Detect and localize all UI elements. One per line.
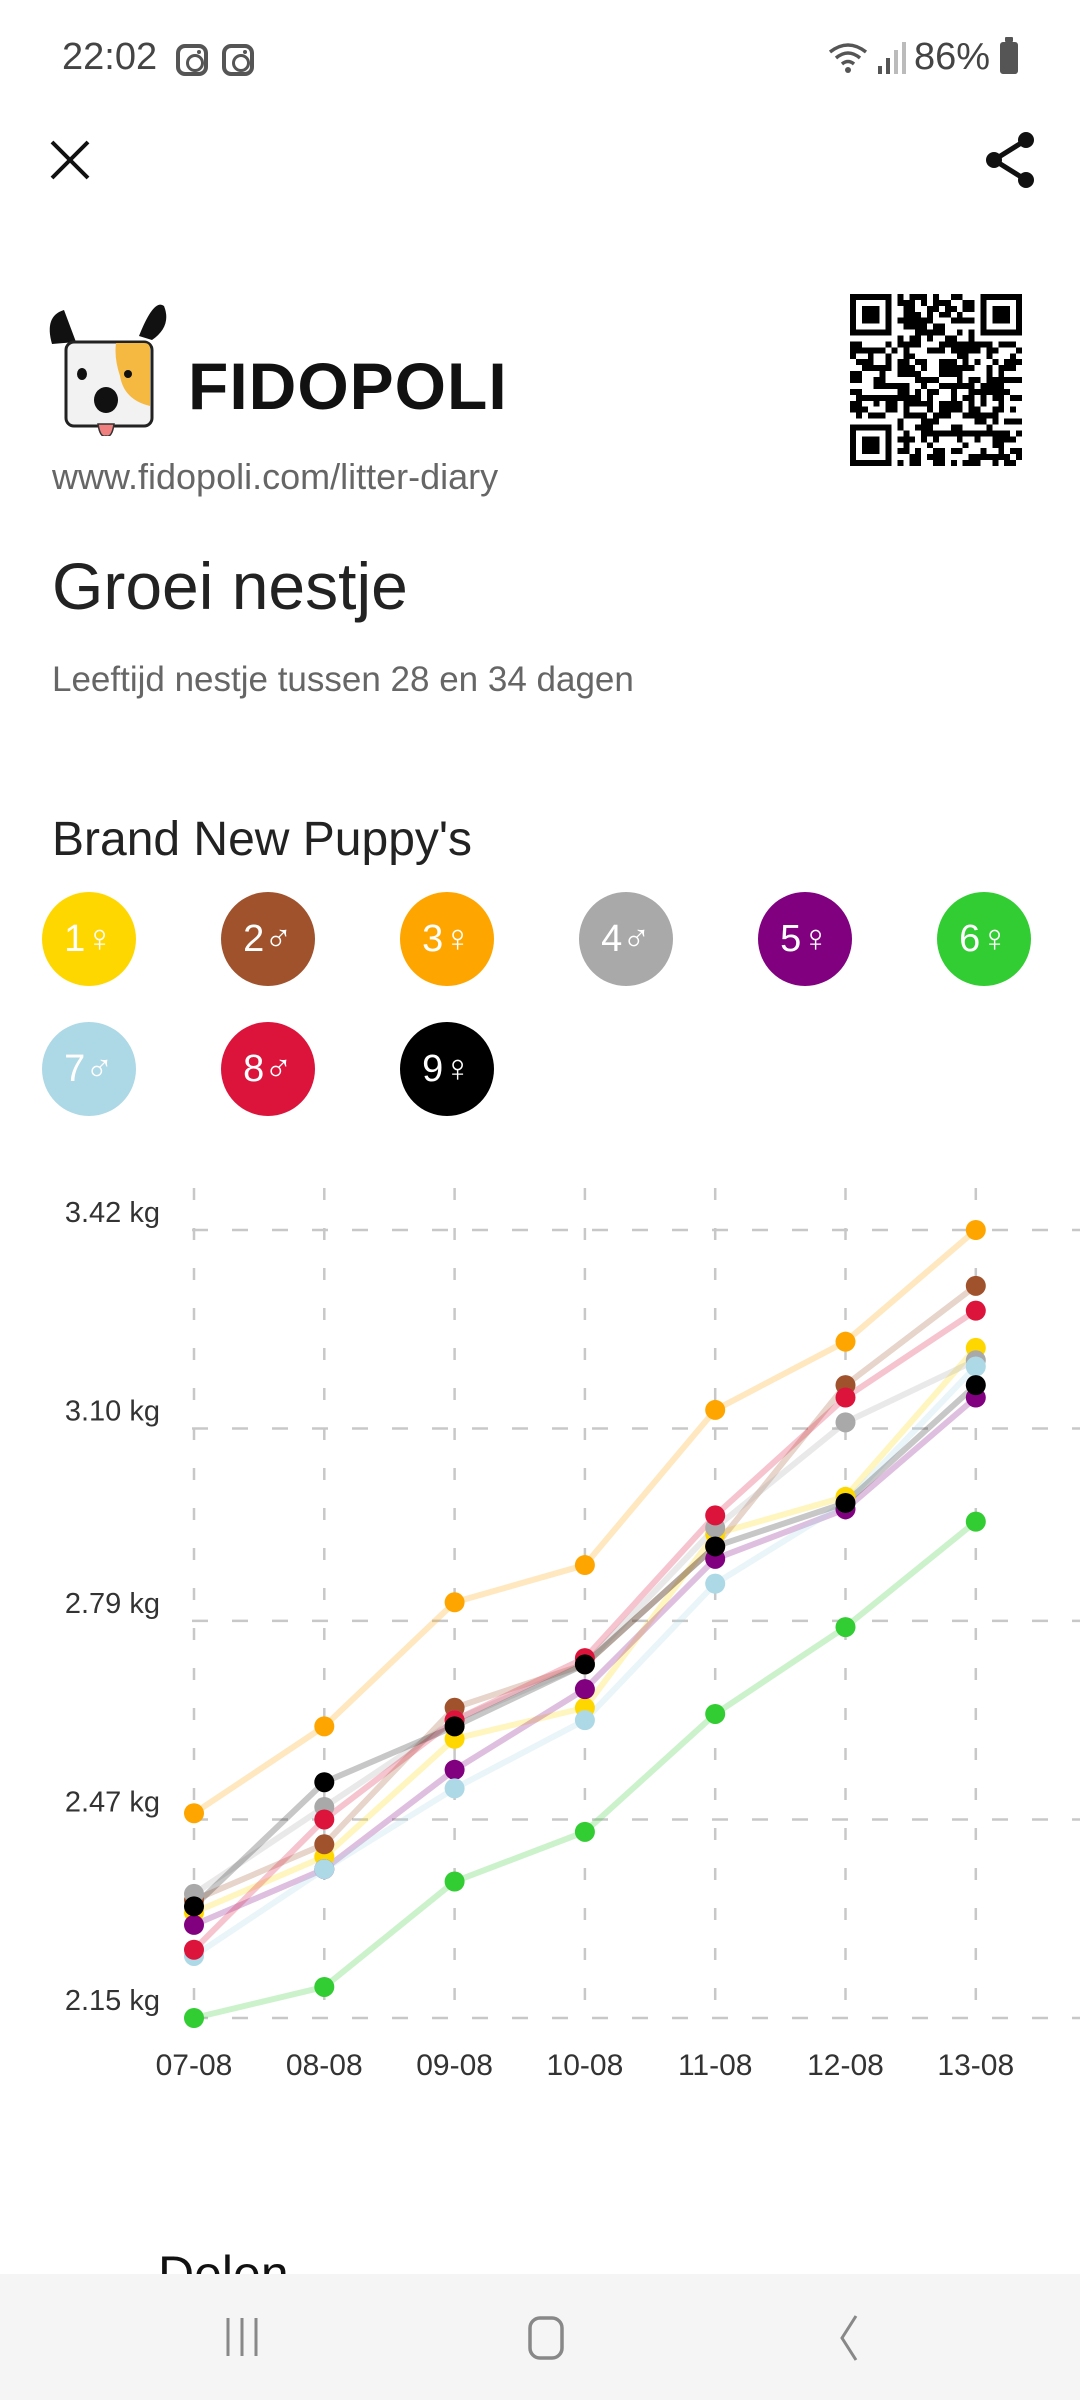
data-point-5-10-08 [574,1679,595,1700]
data-point-8-07-08 [184,1939,204,1960]
data-point-8-12-08 [835,1387,856,1408]
close-icon [50,140,90,180]
data-point-6-11-08 [705,1703,726,1724]
data-point-6-08-08 [314,1976,335,1997]
system-nav-bar [0,2274,1080,2400]
x-tick-label: 13-08 [937,2049,1014,2082]
puppy-badge-3[interactable]: 3♀ [400,892,494,986]
share-icon [986,132,1034,188]
x-tick-label: 08-08 [286,2049,363,2082]
grid [192,1188,1080,2024]
data-point-4-12-08 [835,1412,856,1433]
puppy-badge-7[interactable]: 7♂ [42,1022,136,1116]
data-point-9-10-08 [574,1654,595,1675]
data-point-8-08-08 [314,1809,335,1830]
puppy-badge-4[interactable]: 4♂ [579,892,673,986]
data-point-2-08-08 [314,1834,335,1855]
data-point-3-13-08 [965,1220,986,1240]
x-axis-labels: 07-08 08-08 09-08 10-08 11-08 12-08 13-08 [156,2049,1015,2082]
weight-chart-svg: 3.42 kg 3.10 kg 2.79 kg 2.47 kg 2.15 kg 07-0… [65,1188,1080,2082]
data-point-3-11-08 [705,1399,726,1420]
data-point-3-09-08 [444,1592,465,1613]
brand-name: FIDOPOLI [188,349,508,423]
data-point-7-08-08 [314,1859,335,1880]
series-line-4 [192,1357,978,1897]
y-tick-label: 2.47 kg [65,1786,160,1818]
close-button[interactable] [40,130,100,190]
x-tick-label: 12-08 [807,2049,884,2082]
recents-icon [226,2318,258,2356]
status-bar: 22:02 86% [0,0,1080,120]
data-point-9-13-08 [965,1375,986,1396]
back-button[interactable] [806,2302,886,2372]
data-point-9-12-08 [835,1493,856,1514]
page-subtitle: Leeftijd nestje tussen 28 en 34 dagen [52,660,634,699]
y-tick-label: 3.10 kg [65,1396,160,1428]
fidopoli-logo [49,304,167,436]
x-tick-label: 07-08 [156,2049,233,2082]
data-point-6-13-08 [965,1511,986,1532]
x-tick-label: 09-08 [416,2049,493,2082]
signal-icon [877,41,906,74]
data-point-7-13-08 [965,1356,986,1377]
data-point-5-07-08 [184,1914,204,1935]
status-indicators: 86% [828,36,1018,79]
weight-chart: 3.42 kg 3.10 kg 2.79 kg 2.47 kg 2.15 kg 07-0… [0,1170,1080,2110]
page-title: Groei nestje [52,549,408,623]
battery-percent: 86% [913,36,990,78]
data-point-3-12-08 [835,1331,856,1352]
instagram-icon [176,44,208,76]
data-point-7-11-08 [705,1573,726,1594]
data-point-7-10-08 [574,1710,595,1731]
series-points [184,1220,986,2028]
puppy-badge-1[interactable]: 1♀ [42,892,136,986]
data-point-6-09-08 [444,1871,465,1892]
data-point-9-11-08 [705,1536,726,1557]
puppy-badge-6[interactable]: 6♀ [937,892,1031,986]
x-tick-label: 11-08 [678,2049,753,2082]
status-time: 22:02 [62,36,158,78]
puppy-badge-5[interactable]: 5♀ [758,892,852,986]
qr-code [850,294,1022,466]
brand-url[interactable]: www.fidopoli.com/litter-diary [52,456,499,497]
home-icon [528,2316,564,2360]
data-point-9-07-08 [184,1896,204,1917]
litter-name: Brand New Puppy's [52,813,473,866]
data-point-6-10-08 [574,1821,595,1842]
instagram-icon [222,44,254,76]
puppy-badge-9[interactable]: 9♀ [400,1022,494,1116]
data-point-9-08-08 [314,1772,335,1793]
share-button[interactable] [980,130,1040,190]
data-point-6-07-08 [184,2008,204,2028]
data-point-8-13-08 [965,1300,986,1321]
wifi-icon [828,42,868,73]
home-button[interactable] [504,2302,584,2372]
y-tick-label: 2.15 kg [65,1985,160,2017]
puppy-badge-2[interactable]: 2♂ [221,892,315,986]
recents-button[interactable] [202,2302,282,2372]
data-point-3-10-08 [574,1555,595,1576]
y-tick-label: 3.42 kg [65,1197,160,1229]
puppy-badge-8[interactable]: 8♂ [221,1022,315,1116]
back-icon [840,2315,858,2361]
data-point-3-07-08 [184,1803,204,1824]
battery-icon [1000,36,1018,74]
y-tick-label: 2.79 kg [65,1588,160,1620]
y-axis-labels: 3.42 kg 3.10 kg 2.79 kg 2.47 kg 2.15 kg [65,1197,160,2017]
x-tick-label: 10-08 [547,2049,624,2082]
data-point-2-13-08 [965,1275,986,1296]
data-point-6-12-08 [835,1617,856,1638]
data-point-3-08-08 [314,1716,335,1737]
data-point-5-09-08 [444,1759,465,1780]
data-point-8-11-08 [705,1505,726,1526]
data-point-7-09-08 [444,1778,465,1799]
data-point-9-09-08 [444,1716,465,1737]
